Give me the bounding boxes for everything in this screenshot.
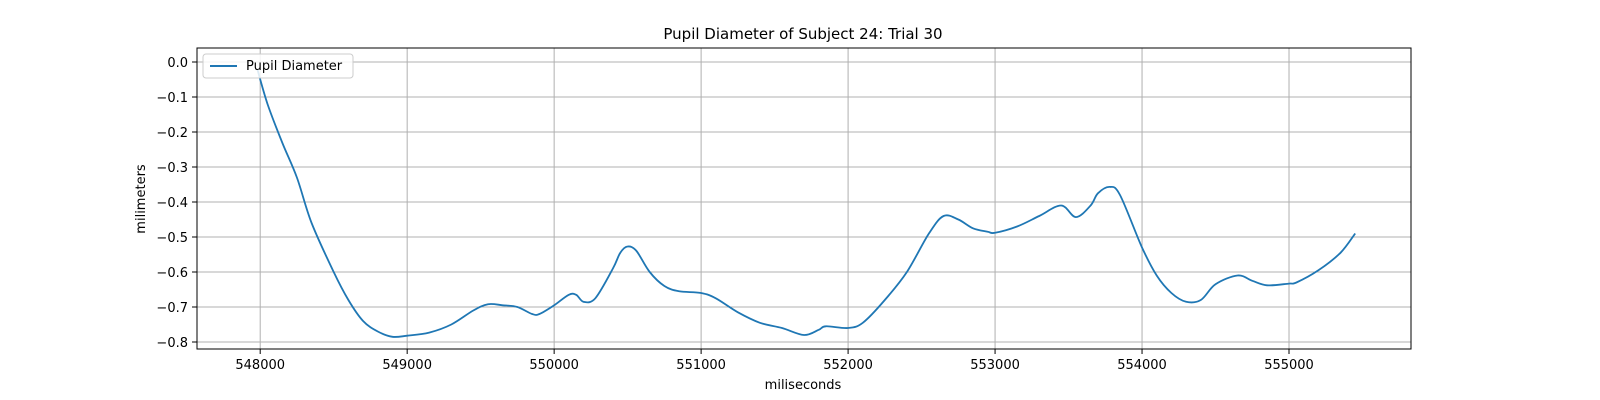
- legend: Pupil Diameter: [202, 53, 354, 79]
- x-tick-label: 553000: [970, 358, 1020, 373]
- x-tick-label: 549000: [382, 358, 432, 373]
- y-axis-label: milimeters: [134, 164, 149, 234]
- legend-box: [202, 53, 354, 79]
- y-tick-label: −0.6: [156, 266, 188, 281]
- x-tick-label: 550000: [529, 358, 579, 373]
- chart-title: Pupil Diameter of Subject 24: Trial 30: [663, 25, 942, 43]
- y-axis: 0.0 −0.1 −0.2 −0.3 −0.4 −0.5 −0.6 −0.7 −0.8: [156, 56, 197, 351]
- x-tick-label: 555000: [1264, 358, 1314, 373]
- y-tick-label: −0.4: [156, 196, 188, 211]
- x-tick-label: 552000: [823, 358, 873, 373]
- x-tick-label: 548000: [235, 358, 285, 373]
- series-line-pupil-diameter: [256, 68, 1356, 338]
- y-tick-label: −0.8: [156, 336, 188, 351]
- y-tick-label: −0.3: [156, 161, 188, 176]
- y-tick-label: −0.7: [156, 301, 188, 316]
- y-tick-label: −0.5: [156, 231, 188, 246]
- y-tick-label: −0.2: [156, 126, 188, 141]
- plot-frame: [196, 47, 1412, 350]
- y-tick-label: −0.1: [156, 91, 188, 106]
- x-tick-label: 554000: [1117, 358, 1167, 373]
- x-axis: 548000 549000 550000 551000 552000 553000 5540…: [235, 349, 1314, 373]
- y-tick-label: 0.0: [167, 56, 188, 71]
- grid: [197, 48, 1411, 349]
- x-tick-label: 551000: [676, 358, 726, 373]
- x-axis-label: miliseconds: [765, 378, 842, 393]
- series-layer: [256, 68, 1356, 338]
- legend-label: Pupil Diameter: [246, 59, 343, 74]
